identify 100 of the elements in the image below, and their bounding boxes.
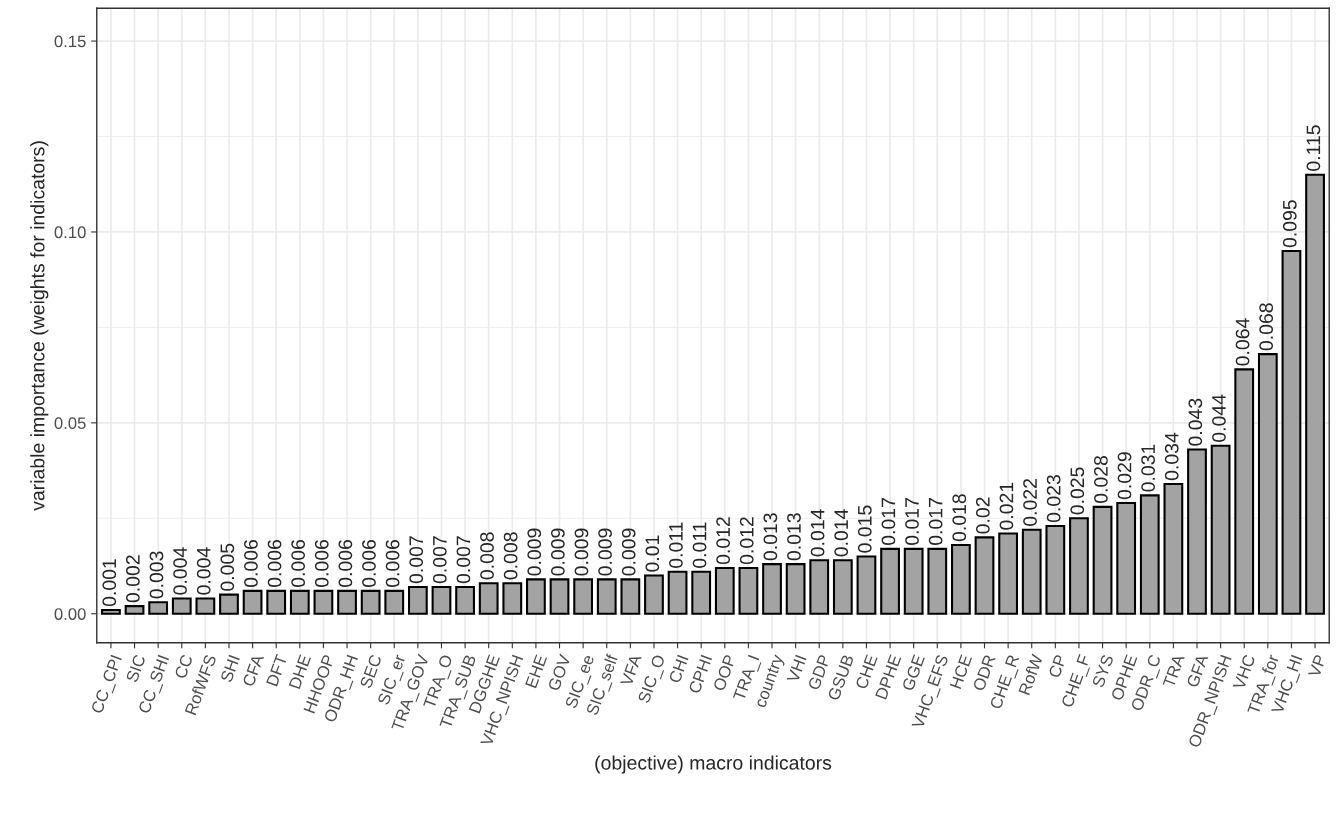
x-tick-label: CP — [1048, 654, 1067, 679]
y-tick-label: 0.05 — [54, 417, 86, 430]
data-label: 0.115 — [1306, 125, 1321, 171]
data-label: 0.064 — [1235, 318, 1250, 366]
bar — [1116, 501, 1137, 615]
x-tick-label: CPHI — [688, 654, 713, 694]
x-tick-label: VP — [1308, 654, 1327, 679]
data-label: 0.025 — [1070, 467, 1085, 515]
bar — [101, 608, 121, 615]
data-label: 0.014 — [834, 509, 849, 557]
bar — [266, 589, 287, 615]
bar — [1069, 517, 1089, 615]
data-label: 0.007 — [409, 536, 424, 584]
bar — [738, 566, 759, 615]
data-label: 0.006 — [362, 539, 376, 588]
x-tick-label: CFA — [242, 653, 265, 688]
data-label: 0.009 — [574, 528, 589, 576]
y-axis-title: variable importance (weights for indicators) — [30, 141, 49, 511]
data-label: 0.044 — [1212, 394, 1226, 442]
data-label: 0.006 — [244, 539, 258, 588]
data-label: 0.001 — [102, 559, 117, 607]
bar — [337, 589, 357, 615]
y-tick-label: 0.15 — [54, 35, 86, 48]
data-label: 0.023 — [1046, 475, 1061, 523]
data-label: 0.013 — [763, 513, 778, 561]
x-tick-label: HCE — [949, 654, 973, 690]
data-label: 0.028 — [1094, 455, 1108, 504]
bar — [549, 578, 570, 615]
data-label: 0.011 — [692, 522, 707, 568]
bar — [856, 555, 877, 615]
bar — [880, 547, 900, 615]
data-label: 0.031 — [1141, 444, 1155, 492]
x-tick-label: EHE — [525, 654, 548, 689]
data-label: 0.004 — [196, 547, 211, 595]
data-label: 0.011 — [669, 522, 683, 568]
data-label: 0.02 — [975, 497, 990, 534]
data-label: 0.009 — [621, 528, 636, 576]
bar — [148, 601, 169, 615]
data-label: 0.009 — [527, 528, 542, 576]
data-label: 0.007 — [456, 536, 471, 584]
bar — [526, 578, 546, 615]
y-tick-label: 0.10 — [54, 226, 86, 239]
bar — [1257, 353, 1278, 615]
data-label: 0.043 — [1188, 398, 1203, 446]
bar — [1163, 482, 1184, 615]
bar — [785, 563, 806, 615]
data-label: 0.013 — [787, 513, 801, 561]
bar — [431, 585, 452, 615]
data-label: 0.034 — [1164, 432, 1179, 481]
y-tick-label: 0.00 — [54, 608, 86, 620]
bar — [455, 585, 475, 615]
data-label: 0.095 — [1282, 200, 1297, 248]
data-label: 0.003 — [149, 551, 164, 599]
data-label: 0.068 — [1259, 303, 1274, 351]
data-label: 0.002 — [125, 555, 140, 603]
bar — [998, 532, 1019, 615]
bar — [478, 582, 499, 615]
data-label: 0.009 — [598, 528, 612, 576]
data-label: 0.018 — [952, 494, 967, 542]
data-label: 0.014 — [810, 509, 825, 557]
data-label: 0.006 — [291, 539, 306, 588]
data-label: 0.006 — [267, 539, 282, 588]
bar — [762, 563, 782, 615]
data-label: 0.017 — [881, 498, 896, 546]
data-label: 0.006 — [385, 539, 400, 588]
data-label: 0.005 — [220, 543, 235, 591]
bar — [620, 578, 641, 615]
data-label: 0.029 — [1117, 452, 1132, 500]
bar — [691, 570, 712, 615]
bar — [1021, 528, 1042, 615]
bar — [1281, 250, 1302, 615]
bar — [502, 582, 523, 615]
x-axis-title: (objective) macro indicators — [595, 755, 832, 774]
bar — [171, 597, 192, 615]
bar — [667, 570, 688, 615]
bar — [809, 559, 830, 615]
data-label: 0.009 — [550, 528, 565, 576]
bar — [1045, 524, 1066, 615]
x-tick-label: TRA — [1162, 653, 1185, 689]
data-label: 0.017 — [905, 498, 919, 546]
x-tick-label: RofW — [1017, 653, 1044, 696]
data-label: 0.007 — [432, 536, 447, 584]
x-tick-label: VHI — [786, 654, 807, 684]
bar — [407, 585, 428, 615]
bar — [384, 589, 405, 615]
data-label: 0.006 — [338, 539, 353, 588]
bar — [313, 589, 334, 615]
data-label: 0.008 — [480, 532, 494, 580]
data-label: 0.021 — [999, 482, 1014, 530]
bar — [927, 547, 948, 615]
bar — [573, 578, 594, 615]
data-label: 0.012 — [716, 517, 731, 565]
bar — [1139, 494, 1160, 615]
data-label: 0.017 — [928, 498, 943, 546]
data-label: 0.008 — [503, 532, 518, 580]
x-tick-label: OOP — [712, 654, 736, 692]
bar — [1305, 173, 1325, 615]
bar — [289, 589, 310, 615]
bar — [1210, 444, 1231, 615]
bar — [714, 566, 735, 615]
